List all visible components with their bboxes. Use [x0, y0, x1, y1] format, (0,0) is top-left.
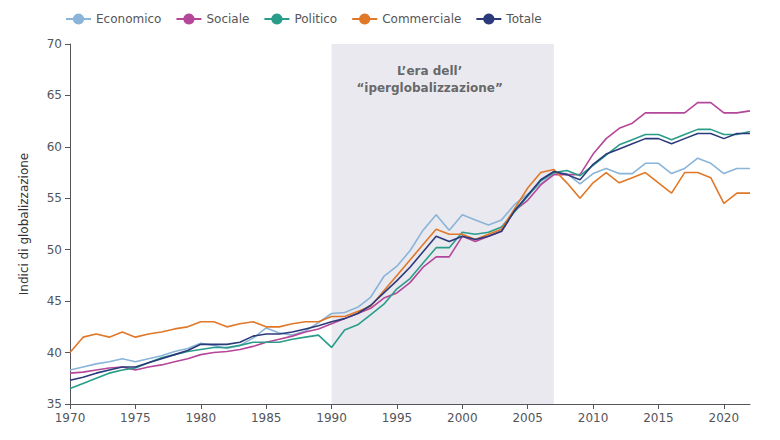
svg-text:1985: 1985 — [251, 411, 282, 425]
svg-text:L’era dell’: L’era dell’ — [397, 64, 462, 78]
svg-text:70: 70 — [47, 37, 62, 51]
svg-text:2015: 2015 — [643, 411, 674, 425]
svg-text:1990: 1990 — [316, 411, 347, 425]
svg-text:Politico: Politico — [294, 12, 337, 26]
svg-text:1995: 1995 — [382, 411, 413, 425]
svg-text:2000: 2000 — [447, 411, 478, 425]
svg-text:“iperglobalizzazione”: “iperglobalizzazione” — [356, 81, 502, 95]
svg-text:35: 35 — [47, 397, 62, 411]
svg-text:2020: 2020 — [709, 411, 740, 425]
svg-text:Totale: Totale — [505, 12, 541, 26]
svg-text:2005: 2005 — [512, 411, 543, 425]
svg-text:45: 45 — [47, 294, 62, 308]
svg-text:55: 55 — [47, 191, 62, 205]
svg-text:1970: 1970 — [55, 411, 86, 425]
svg-text:2010: 2010 — [578, 411, 609, 425]
svg-text:Sociale: Sociale — [206, 12, 249, 26]
svg-text:Indici di globalizzazione: Indici di globalizzazione — [17, 153, 31, 295]
svg-text:40: 40 — [47, 346, 62, 360]
svg-text:60: 60 — [47, 140, 62, 154]
svg-text:Economico: Economico — [96, 12, 161, 26]
svg-text:65: 65 — [47, 88, 62, 102]
svg-text:1980: 1980 — [185, 411, 216, 425]
svg-text:1975: 1975 — [120, 411, 151, 425]
svg-text:50: 50 — [47, 243, 62, 257]
svg-text:Commerciale: Commerciale — [382, 12, 461, 26]
